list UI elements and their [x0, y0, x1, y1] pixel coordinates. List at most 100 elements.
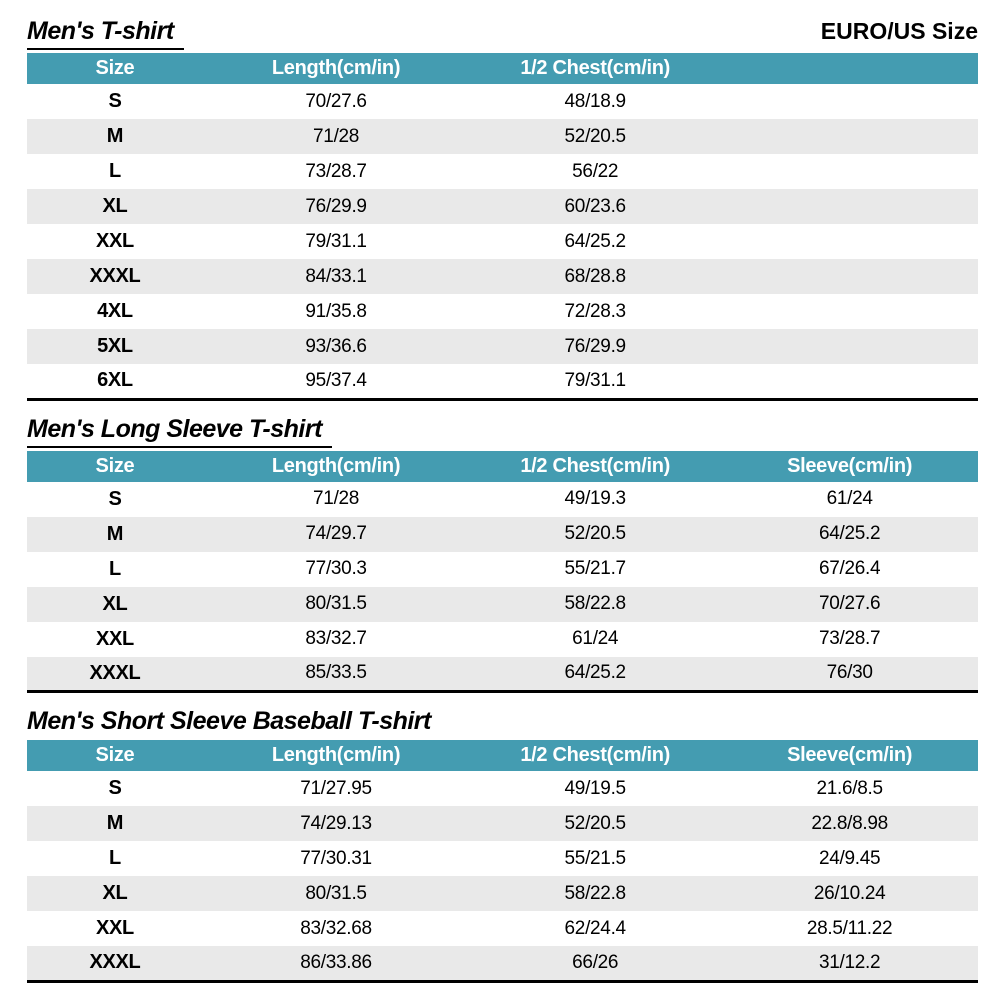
- column-header: Sleeve(cm/in): [721, 740, 978, 771]
- size-cell: XXL: [95, 917, 134, 939]
- size-cell: L: [109, 557, 121, 580]
- table-row: XL 80/31.5 58/22.8 70/27.6: [27, 586, 978, 622]
- size-cell: S: [108, 777, 122, 799]
- value-cell: 71/27.95: [300, 777, 372, 799]
- table-row: XXXL 85/33.5 64/25.2 76/30: [27, 656, 978, 692]
- table-row: 4XL 91/35.8 72/28.3: [27, 294, 978, 329]
- value-cell: 72/28.3: [564, 300, 627, 322]
- value-cell: 58/22.8: [469, 876, 722, 911]
- value-cell: 55/21.5: [564, 847, 627, 869]
- table-row: XXL 83/32.7 61/24 73/28.7: [27, 622, 978, 657]
- value-cell: 56/22: [572, 160, 619, 182]
- value-cell: 60/23.6: [469, 189, 722, 224]
- table-row: L 77/30.31 55/21.5 24/9.45: [27, 841, 978, 876]
- value-cell: [721, 84, 978, 119]
- value-cell: [721, 329, 978, 364]
- value-cell: 95/37.4: [305, 369, 367, 391]
- value-cell: [721, 119, 978, 154]
- section-head: Men's Short Sleeve Baseball T-shirt: [27, 706, 978, 737]
- size-cell: XL: [27, 189, 203, 224]
- column-header: [721, 53, 978, 84]
- value-cell: 52/20.5: [469, 806, 722, 841]
- header-row: Size Length(cm/in) 1/2 Chest(cm/in): [27, 53, 978, 84]
- value-cell: 83/32.7: [305, 628, 367, 649]
- table-row: M 71/28 52/20.5: [27, 119, 978, 154]
- size-cell: M: [27, 119, 203, 154]
- size-cell: 4XL: [97, 300, 133, 322]
- mens-baseball-section: Men's Short Sleeve Baseball T-shirt Size…: [27, 706, 978, 983]
- value-cell: 68/28.8: [469, 259, 722, 294]
- value-cell: 80/31.5: [202, 876, 470, 911]
- value-cell: 67/26.4: [818, 558, 881, 579]
- value-cell: 55/21.7: [564, 558, 627, 579]
- column-header: Length(cm/in): [202, 740, 470, 771]
- size-cell: XXXL: [27, 259, 203, 294]
- size-cell: XXL: [95, 627, 134, 650]
- size-cell: L: [109, 847, 121, 869]
- column-header: Length(cm/in): [202, 53, 470, 84]
- value-cell: 91/35.8: [305, 300, 367, 322]
- value-cell: 22.8/8.98: [721, 806, 978, 841]
- column-header: Size: [27, 53, 203, 84]
- value-cell: 66/26: [469, 946, 722, 981]
- mens-long-sleeve-section: Men's Long Sleeve T-shirt Size Length(cm/…: [27, 414, 978, 693]
- section-title-baseball: Men's Short Sleeve Baseball T-shirt: [27, 707, 431, 735]
- table-row: XL 80/31.5 58/22.8 26/10.24: [27, 876, 978, 911]
- value-cell: 74/29.13: [202, 806, 470, 841]
- column-header: 1/2 Chest(cm/in): [469, 450, 722, 482]
- column-header: Size: [27, 740, 203, 771]
- mens-tshirt-section: Men's T-shirt EURO/US Size Size Length(cm…: [27, 16, 978, 401]
- table-row: M 74/29.7 52/20.5 64/25.2: [27, 516, 978, 552]
- column-header: Sleeve(cm/in): [721, 450, 978, 482]
- value-cell: 62/24.4: [564, 917, 627, 939]
- size-cell: M: [27, 516, 203, 552]
- value-cell: 70/27.6: [305, 90, 367, 112]
- size-cell: M: [27, 806, 203, 841]
- value-cell: 26/10.24: [721, 876, 978, 911]
- size-cell: 5XL: [27, 329, 203, 364]
- value-cell: [721, 259, 978, 294]
- table-row: 6XL 95/37.4 79/31.1: [27, 364, 978, 399]
- table-row: M 74/29.13 52/20.5 22.8/8.98: [27, 806, 978, 841]
- value-cell: 64/25.2: [564, 230, 627, 252]
- section-head: Men's Long Sleeve T-shirt: [27, 414, 978, 448]
- value-cell: 74/29.7: [202, 516, 470, 552]
- size-cell: S: [108, 90, 122, 112]
- column-header: 1/2 Chest(cm/in): [469, 740, 722, 771]
- table-row: 5XL 93/36.6 76/29.9: [27, 329, 978, 364]
- table-row: S 71/28 49/19.3 61/24: [27, 482, 978, 517]
- table-row: XXL 83/32.68 62/24.4 28.5/11.22: [27, 911, 978, 946]
- value-cell: 86/33.86: [202, 946, 470, 981]
- size-cell: XL: [27, 876, 203, 911]
- column-header: Length(cm/in): [202, 450, 470, 482]
- value-cell: 83/32.68: [300, 917, 372, 939]
- value-cell: 77/30.31: [300, 847, 372, 869]
- table-row: S 70/27.6 48/18.9: [27, 84, 978, 119]
- value-cell: 77/30.3: [305, 558, 367, 579]
- value-cell: 76/30: [721, 656, 978, 692]
- table-row: XL 76/29.9 60/23.6: [27, 189, 978, 224]
- size-cell: XL: [27, 586, 203, 622]
- column-header: Size: [27, 450, 203, 482]
- value-cell: 80/31.5: [202, 586, 470, 622]
- section-head: Men's T-shirt EURO/US Size: [27, 16, 978, 50]
- value-cell: [721, 224, 978, 259]
- size-cell: XXL: [95, 230, 134, 252]
- table-row: L 77/30.3 55/21.7 67/26.4: [27, 552, 978, 587]
- value-cell: 49/19.3: [564, 488, 627, 509]
- value-cell: 64/25.2: [721, 516, 978, 552]
- section-title-mens-tshirt: Men's T-shirt: [27, 16, 184, 50]
- size-cell: S: [108, 487, 122, 510]
- size-cell: XXXL: [27, 656, 203, 692]
- value-cell: 64/25.2: [469, 656, 722, 692]
- value-cell: 73/28.7: [818, 628, 881, 649]
- value-cell: [721, 154, 978, 189]
- value-cell: 70/27.6: [721, 586, 978, 622]
- value-cell: 28.5/11.22: [806, 917, 893, 939]
- size-cell: L: [109, 160, 121, 182]
- header-row: Size Length(cm/in) 1/2 Chest(cm/in) Sleeve(…: [27, 450, 978, 482]
- value-cell: [721, 364, 978, 399]
- value-cell: 31/12.2: [721, 946, 978, 981]
- value-cell: 71/28: [313, 488, 360, 509]
- value-cell: [721, 294, 978, 329]
